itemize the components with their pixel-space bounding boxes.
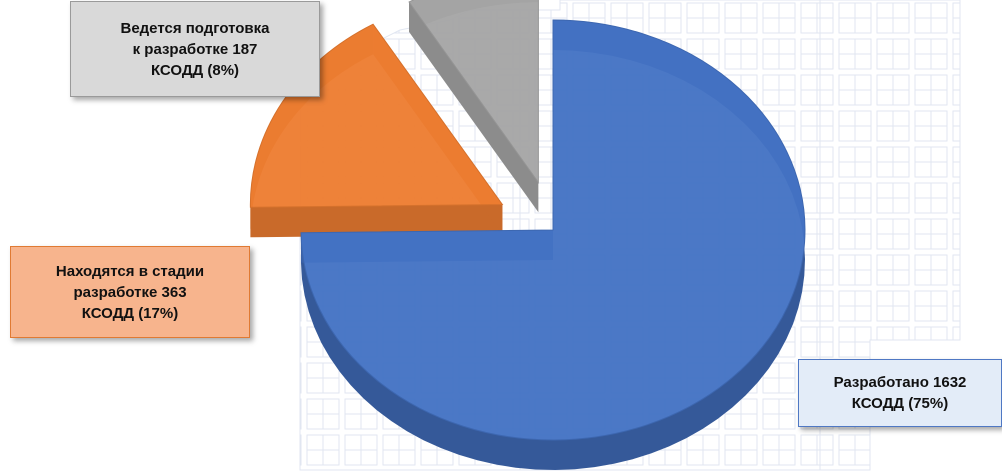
slice-top xyxy=(300,19,806,441)
slice-label-blue: Разработано 1632 КСОДД (75%) xyxy=(798,359,1002,427)
label-line: КСОДД (17%) xyxy=(81,304,179,322)
pie-slice xyxy=(300,19,806,470)
slice-label-orange: Находятся в стадии разработке 363 КСОДД … xyxy=(10,246,250,338)
label-line: КСОДД (8%) xyxy=(150,61,240,79)
pie-slice xyxy=(408,0,539,213)
label-line: разработке 363 xyxy=(73,283,187,301)
label-line: к разработке 187 xyxy=(132,40,258,58)
slice-wall xyxy=(409,2,539,213)
label-line: Ведется подготовка xyxy=(120,19,270,37)
slice-wall xyxy=(250,204,503,238)
slice-top xyxy=(408,0,539,184)
slice-label-gray: Ведется подготовка к разработке 187 КСОД… xyxy=(70,1,320,97)
label-line: Разработано 1632 xyxy=(833,374,967,391)
label-line: Находятся в стадии xyxy=(55,262,205,280)
label-line: КСОДД (75%) xyxy=(851,395,949,412)
